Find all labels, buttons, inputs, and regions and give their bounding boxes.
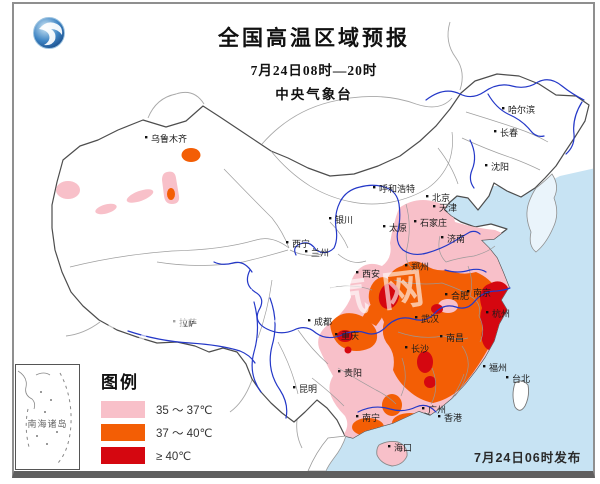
page-title: 全国高温区域预报	[218, 26, 410, 50]
city-dot	[305, 250, 308, 253]
city-dot	[286, 241, 289, 244]
city-dot	[329, 217, 332, 220]
city-dot	[293, 386, 296, 389]
city-dot	[145, 136, 148, 139]
city-label-北京: 北京	[432, 192, 450, 203]
taiwan-island	[512, 380, 530, 411]
forecast-period: 7月24日08时—20时	[250, 63, 378, 78]
city-label-银川: 银川	[335, 214, 353, 225]
city-label-西安: 西安	[362, 268, 380, 279]
city-label-呼和浩特: 呼和浩特	[379, 183, 415, 194]
rivers	[127, 79, 585, 419]
city-label-郑州: 郑州	[411, 261, 429, 272]
province-borders	[69, 111, 549, 407]
legend-swatch	[101, 447, 145, 464]
city-dot	[308, 319, 311, 322]
legend-range-label: 35 ～ 37℃	[156, 404, 213, 417]
city-dot	[483, 365, 486, 368]
legend-item: 35 ～ 37℃	[101, 401, 251, 418]
city-dot	[441, 236, 444, 239]
inset-label: 南海诸岛	[27, 419, 68, 429]
legend-swatch	[101, 424, 145, 441]
cma-logo	[32, 16, 66, 50]
city-label-拉萨: 拉萨	[179, 317, 197, 328]
city-dot	[335, 333, 338, 336]
map-frame: 乌鲁木齐 哈尔滨长春沈阳呼和浩特北京 天津石家庄 太原 银川济南 西宁 兰州西安 郑州合肥 南京…	[12, 2, 595, 478]
city-label-南宁: 南宁	[362, 412, 380, 423]
city-dot	[373, 186, 376, 189]
city-dot	[438, 415, 441, 418]
city-dot	[383, 225, 386, 228]
city-label-西宁: 西宁	[292, 238, 310, 249]
city-dot	[173, 320, 176, 323]
city-dot	[414, 220, 417, 223]
logo-swirl	[39, 22, 63, 46]
city-dot	[445, 293, 448, 296]
inset-coastlines	[17, 370, 51, 410]
city-dot	[440, 335, 443, 338]
city-dot	[405, 346, 408, 349]
city-label-乌鲁木齐: 乌鲁木齐	[151, 133, 187, 144]
vietnam-coast	[307, 435, 347, 471]
city-label-合肥: 合肥	[451, 290, 469, 301]
korea-peninsula	[526, 173, 558, 253]
city-label-武汉: 武汉	[421, 313, 439, 324]
city-label-长沙: 长沙	[411, 343, 429, 354]
city-label-南昌: 南昌	[446, 332, 464, 343]
neighbor-borders	[65, 21, 463, 449]
city-label-济南: 济南	[447, 233, 465, 244]
city-label-贵阳: 贵阳	[344, 367, 362, 378]
city-dot	[502, 107, 505, 110]
legend-range-label: 37 ～ 40℃	[156, 427, 213, 440]
city-label-哈尔滨: 哈尔滨	[508, 104, 535, 115]
city-label-香港: 香港	[444, 412, 462, 423]
city-label-昆明: 昆明	[299, 384, 317, 394]
city-dot	[494, 130, 497, 133]
city-dot	[415, 316, 418, 319]
legend-item: 37 ～ 40℃	[101, 424, 251, 441]
city-dot	[485, 164, 488, 167]
city-dot	[433, 205, 436, 208]
inset-dash-line	[25, 372, 72, 464]
legend-rows: 35 ～ 37℃ 37 ～ 40℃ ≥ 40℃	[101, 401, 251, 464]
city-dot	[506, 376, 509, 379]
city-dot	[467, 290, 470, 293]
city-dot	[388, 445, 391, 448]
city-label-台北: 台北	[512, 373, 530, 384]
city-label-石家庄: 石家庄	[420, 217, 447, 228]
map-header: 全国高温区域预报 7月24日08时—20时 中央气象台	[144, 22, 484, 103]
issued-time: 7月24日06时发布	[474, 451, 582, 465]
city-label-杭州: 杭州	[492, 308, 510, 319]
issuing-agency: 中央气象台	[275, 87, 353, 102]
city-dot	[356, 415, 359, 418]
city-dot	[405, 264, 408, 267]
legend: 图例 35 ～ 37℃ 37 ～ 40℃ ≥ 40℃	[101, 368, 251, 470]
legend-title: 图例	[101, 373, 139, 392]
city-label-兰州: 兰州	[311, 247, 329, 258]
city-label-沈阳: 沈阳	[491, 161, 509, 172]
city-label-长春: 长春	[500, 127, 518, 138]
city-label-成都: 成都	[314, 316, 332, 327]
city-dot	[422, 407, 425, 410]
city-label-南京: 南京	[473, 287, 491, 298]
city-label-天津: 天津	[439, 203, 457, 213]
city-label-福州: 福州	[489, 362, 507, 373]
city-dot	[356, 271, 359, 274]
city-dot	[426, 195, 429, 198]
inset-islands	[36, 391, 58, 445]
city-label-广州: 广州	[428, 404, 446, 415]
city-label-太原: 太原	[389, 222, 407, 233]
legend-swatch	[101, 401, 145, 418]
legend-range-label: ≥ 40℃	[156, 450, 192, 463]
south-china-sea-inset: 南海诸岛	[15, 364, 80, 470]
city-label-海口: 海口	[394, 442, 412, 453]
city-dot	[338, 370, 341, 373]
hainan-island	[376, 440, 408, 467]
city-label-重庆: 重庆	[341, 330, 359, 341]
legend-item: ≥ 40℃	[101, 447, 251, 464]
city-dot	[486, 311, 489, 314]
